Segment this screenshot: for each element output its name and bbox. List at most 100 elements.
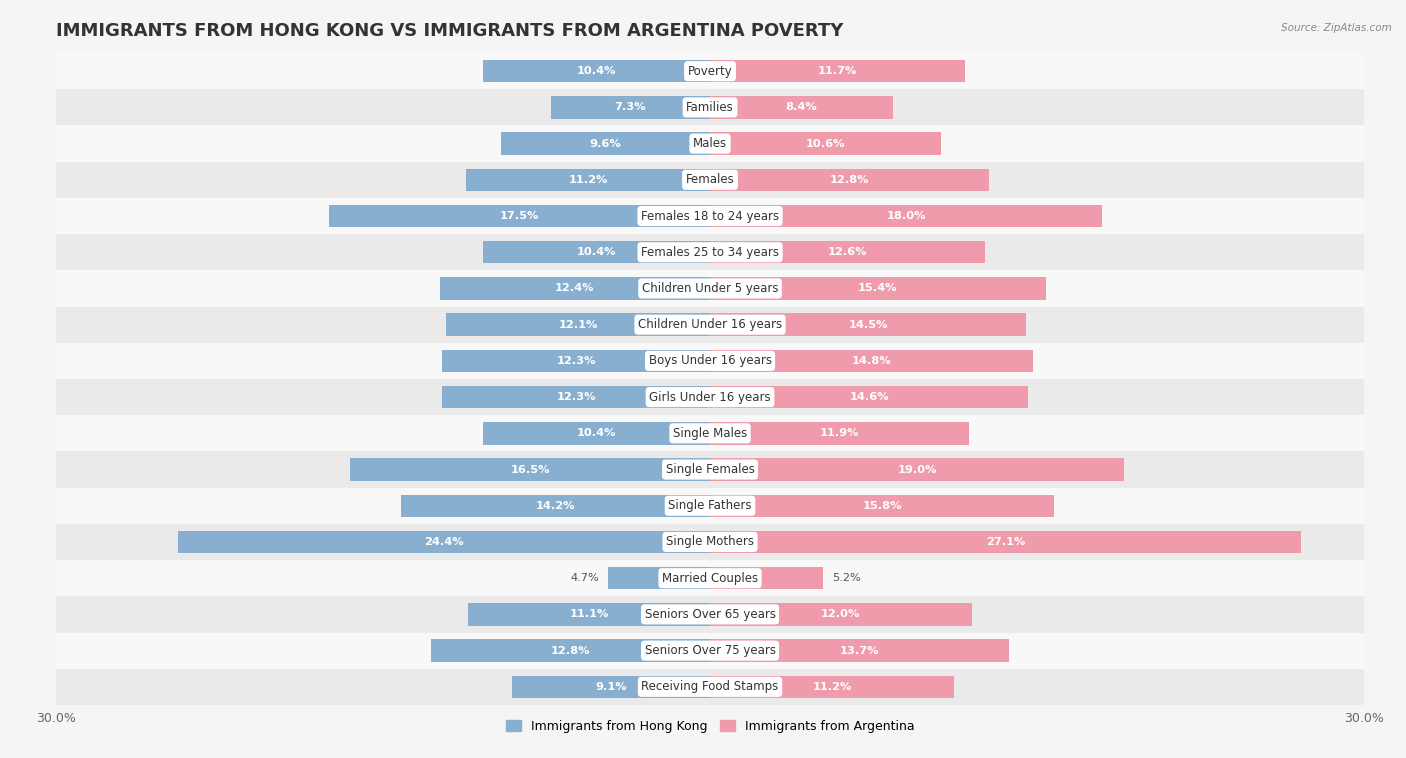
Text: 12.8%: 12.8% <box>830 175 869 185</box>
Text: Females 18 to 24 years: Females 18 to 24 years <box>641 209 779 223</box>
Text: 11.1%: 11.1% <box>569 609 609 619</box>
Text: 9.6%: 9.6% <box>589 139 621 149</box>
Text: 5.2%: 5.2% <box>832 573 860 583</box>
Bar <box>440 277 710 299</box>
Text: 11.9%: 11.9% <box>820 428 859 438</box>
Text: Single Males: Single Males <box>673 427 747 440</box>
Text: Males: Males <box>693 137 727 150</box>
Bar <box>710 494 1054 517</box>
Text: Children Under 5 years: Children Under 5 years <box>641 282 779 295</box>
Text: 10.4%: 10.4% <box>576 247 616 257</box>
Text: 12.0%: 12.0% <box>821 609 860 619</box>
Text: 14.8%: 14.8% <box>852 356 891 366</box>
Bar <box>56 632 1364 669</box>
Bar <box>56 161 1364 198</box>
Text: Single Females: Single Females <box>665 463 755 476</box>
Bar <box>710 277 1046 299</box>
Text: 12.3%: 12.3% <box>557 392 596 402</box>
Bar <box>484 241 710 264</box>
Bar <box>710 422 969 444</box>
Bar <box>56 560 1364 597</box>
Text: 12.8%: 12.8% <box>551 646 591 656</box>
Bar <box>710 675 955 698</box>
Bar <box>468 603 710 625</box>
Bar <box>710 314 1026 336</box>
Text: IMMIGRANTS FROM HONG KONG VS IMMIGRANTS FROM ARGENTINA POVERTY: IMMIGRANTS FROM HONG KONG VS IMMIGRANTS … <box>56 23 844 40</box>
Text: Single Mothers: Single Mothers <box>666 535 754 549</box>
Bar <box>710 349 1032 372</box>
Text: 14.2%: 14.2% <box>536 501 575 511</box>
Bar <box>710 241 984 264</box>
Text: 12.6%: 12.6% <box>828 247 868 257</box>
Bar <box>484 422 710 444</box>
Text: 14.6%: 14.6% <box>849 392 889 402</box>
Text: 24.4%: 24.4% <box>425 537 464 547</box>
Bar <box>179 531 710 553</box>
Text: Families: Families <box>686 101 734 114</box>
Bar <box>484 60 710 83</box>
Bar <box>710 205 1102 227</box>
Text: 8.4%: 8.4% <box>786 102 817 112</box>
Text: 11.2%: 11.2% <box>813 682 852 692</box>
Legend: Immigrants from Hong Kong, Immigrants from Argentina: Immigrants from Hong Kong, Immigrants fr… <box>501 715 920 738</box>
Bar <box>56 343 1364 379</box>
Bar <box>350 459 710 481</box>
Bar <box>710 640 1008 662</box>
Text: 10.4%: 10.4% <box>576 428 616 438</box>
Text: 12.4%: 12.4% <box>555 283 595 293</box>
Text: 15.8%: 15.8% <box>862 501 901 511</box>
Text: Females: Females <box>686 174 734 186</box>
Bar <box>56 524 1364 560</box>
Bar <box>329 205 710 227</box>
Text: Girls Under 16 years: Girls Under 16 years <box>650 390 770 403</box>
Bar <box>56 126 1364 161</box>
Text: Receiving Food Stamps: Receiving Food Stamps <box>641 681 779 694</box>
Bar <box>710 603 972 625</box>
Bar <box>56 271 1364 306</box>
Text: 13.7%: 13.7% <box>839 646 879 656</box>
Text: 17.5%: 17.5% <box>499 211 538 221</box>
Bar <box>56 415 1364 452</box>
Text: Females 25 to 34 years: Females 25 to 34 years <box>641 246 779 258</box>
Bar <box>446 314 710 336</box>
Bar <box>710 60 965 83</box>
Text: Boys Under 16 years: Boys Under 16 years <box>648 355 772 368</box>
Text: 19.0%: 19.0% <box>897 465 936 475</box>
Bar <box>56 597 1364 632</box>
Text: 16.5%: 16.5% <box>510 465 550 475</box>
Bar <box>501 133 710 155</box>
Bar <box>401 494 710 517</box>
Bar <box>56 234 1364 271</box>
Text: Source: ZipAtlas.com: Source: ZipAtlas.com <box>1281 23 1392 33</box>
Text: 4.7%: 4.7% <box>571 573 599 583</box>
Text: 7.3%: 7.3% <box>614 102 647 112</box>
Bar <box>56 379 1364 415</box>
Text: 11.2%: 11.2% <box>568 175 607 185</box>
Text: 15.4%: 15.4% <box>858 283 897 293</box>
Text: 18.0%: 18.0% <box>886 211 927 221</box>
Text: 9.1%: 9.1% <box>595 682 627 692</box>
Text: 14.5%: 14.5% <box>848 320 887 330</box>
Bar <box>56 306 1364 343</box>
Bar <box>710 567 824 590</box>
Bar <box>710 96 893 118</box>
Bar <box>607 567 710 590</box>
Bar <box>441 386 710 409</box>
Text: Seniors Over 65 years: Seniors Over 65 years <box>644 608 776 621</box>
Text: 11.7%: 11.7% <box>818 66 858 76</box>
Bar <box>56 198 1364 234</box>
Bar <box>56 89 1364 126</box>
Text: Single Fathers: Single Fathers <box>668 500 752 512</box>
Bar <box>56 487 1364 524</box>
Bar <box>710 168 988 191</box>
Bar <box>56 669 1364 705</box>
Text: 27.1%: 27.1% <box>986 537 1025 547</box>
Bar <box>432 640 710 662</box>
Bar <box>465 168 710 191</box>
Text: 12.1%: 12.1% <box>558 320 598 330</box>
Bar <box>710 531 1301 553</box>
Text: Seniors Over 75 years: Seniors Over 75 years <box>644 644 776 657</box>
Bar <box>551 96 710 118</box>
Bar <box>710 386 1028 409</box>
Bar <box>56 452 1364 487</box>
